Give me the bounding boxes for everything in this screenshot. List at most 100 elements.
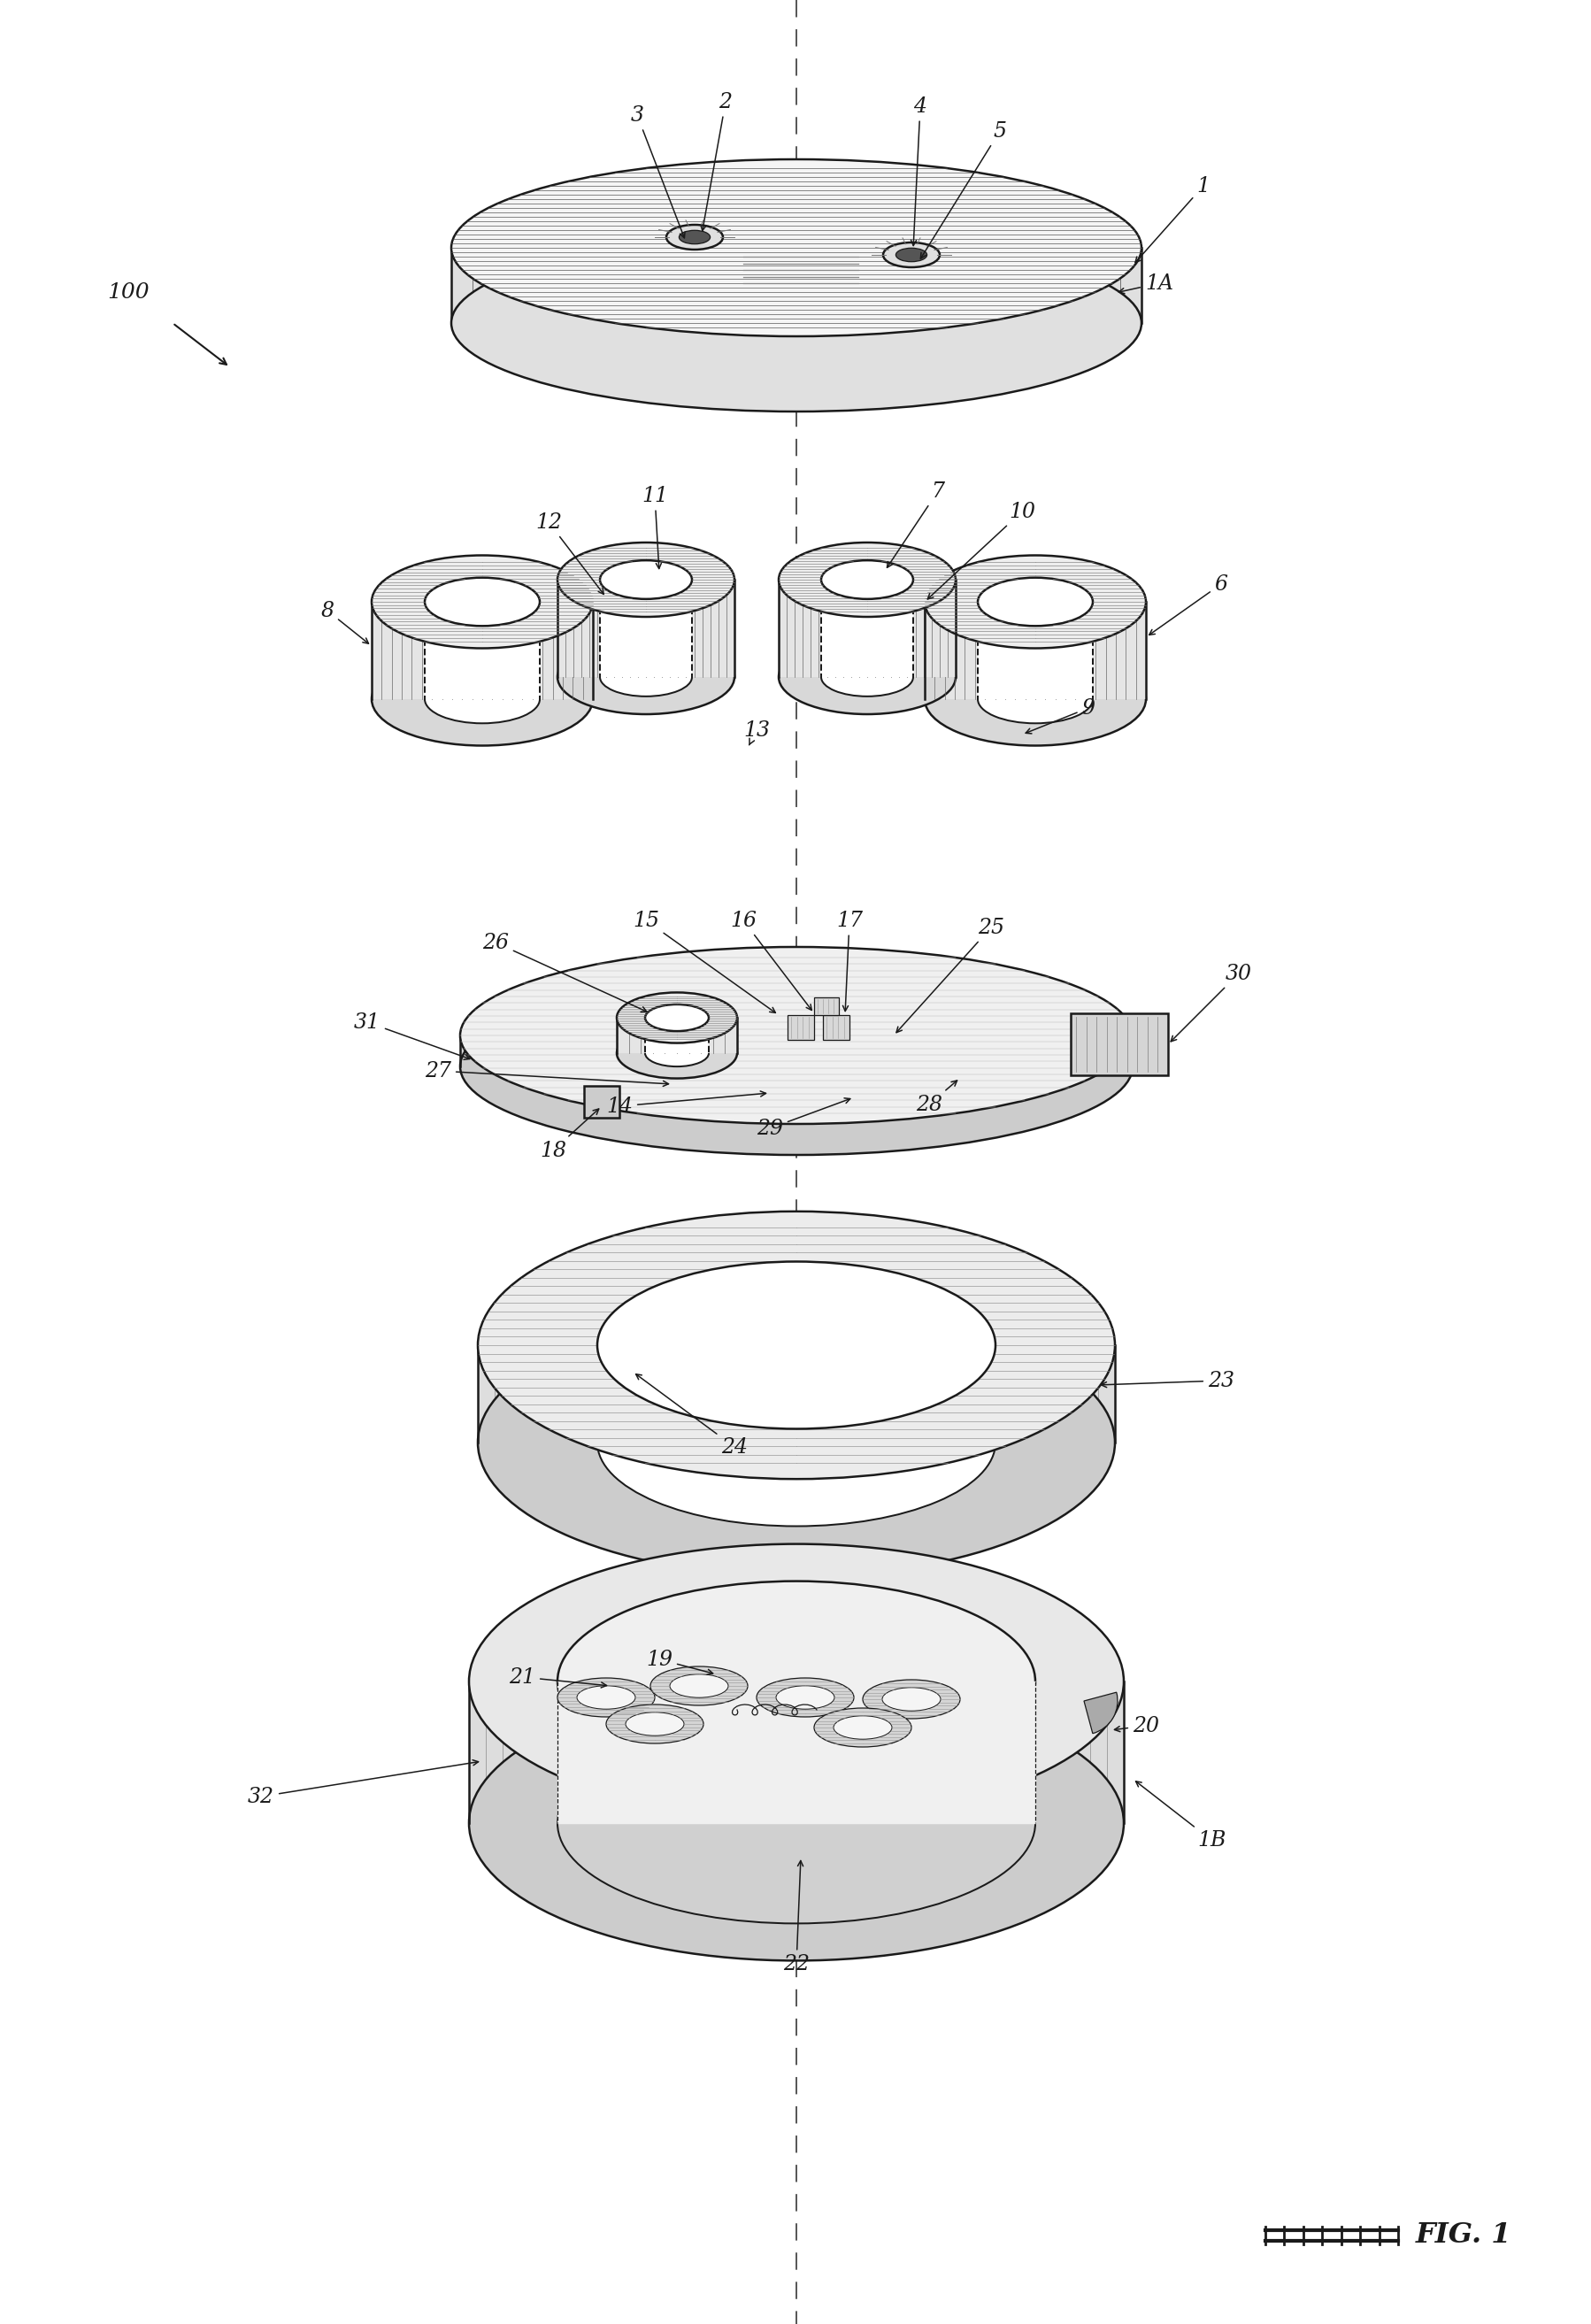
Text: 4: 4 — [912, 95, 928, 246]
Ellipse shape — [557, 541, 735, 616]
Ellipse shape — [617, 992, 737, 1043]
Ellipse shape — [597, 1360, 996, 1527]
Polygon shape — [600, 579, 692, 676]
Polygon shape — [460, 1037, 1133, 1067]
Ellipse shape — [815, 1708, 912, 1748]
Polygon shape — [557, 579, 735, 676]
Text: 11: 11 — [641, 486, 668, 569]
Ellipse shape — [862, 1680, 959, 1720]
Ellipse shape — [978, 674, 1093, 723]
Text: 26: 26 — [482, 932, 648, 1011]
Text: 2: 2 — [700, 91, 732, 230]
Text: FIG. 1: FIG. 1 — [1416, 2222, 1511, 2250]
Ellipse shape — [978, 579, 1093, 625]
Text: 32: 32 — [248, 1759, 479, 1806]
Bar — [815, 997, 838, 1016]
Ellipse shape — [557, 1678, 655, 1717]
Ellipse shape — [578, 1685, 635, 1708]
Text: 23: 23 — [1101, 1371, 1235, 1390]
Bar — [788, 1016, 815, 1039]
Ellipse shape — [600, 658, 692, 697]
Bar — [823, 1016, 850, 1039]
Text: 14: 14 — [606, 1090, 765, 1116]
Ellipse shape — [821, 658, 913, 697]
Text: 24: 24 — [636, 1373, 748, 1457]
Text: 1A: 1A — [1118, 272, 1173, 293]
Ellipse shape — [452, 235, 1141, 411]
Ellipse shape — [776, 1685, 834, 1708]
Text: 1: 1 — [1136, 177, 1211, 263]
Ellipse shape — [600, 560, 692, 600]
Polygon shape — [557, 1683, 1036, 1822]
Ellipse shape — [557, 1580, 1036, 1783]
Ellipse shape — [477, 1308, 1115, 1576]
Polygon shape — [617, 1018, 737, 1053]
Text: 17: 17 — [837, 911, 862, 1011]
Ellipse shape — [597, 1262, 996, 1429]
Ellipse shape — [469, 1543, 1123, 1820]
Text: 29: 29 — [757, 1099, 850, 1139]
Polygon shape — [469, 1683, 1123, 1822]
Ellipse shape — [924, 653, 1146, 746]
Text: 15: 15 — [633, 911, 775, 1013]
Ellipse shape — [372, 653, 593, 746]
Text: 16: 16 — [730, 911, 811, 1011]
Polygon shape — [452, 249, 1141, 323]
Ellipse shape — [834, 1715, 893, 1738]
Text: 25: 25 — [896, 918, 1004, 1032]
Polygon shape — [597, 1346, 996, 1443]
Text: 5: 5 — [921, 121, 1007, 258]
Polygon shape — [778, 579, 956, 676]
Ellipse shape — [372, 555, 593, 648]
Text: 18: 18 — [539, 1109, 598, 1160]
Text: 8: 8 — [321, 600, 369, 644]
Polygon shape — [924, 602, 1146, 700]
Ellipse shape — [821, 560, 913, 600]
Ellipse shape — [757, 1678, 854, 1717]
Text: 9: 9 — [1026, 697, 1095, 734]
Ellipse shape — [883, 1687, 940, 1710]
Ellipse shape — [778, 541, 956, 616]
Ellipse shape — [617, 1027, 737, 1078]
Ellipse shape — [625, 1713, 684, 1736]
Ellipse shape — [606, 1703, 703, 1743]
Ellipse shape — [425, 579, 539, 625]
Polygon shape — [821, 579, 913, 676]
Polygon shape — [644, 1018, 708, 1053]
Text: 10: 10 — [928, 502, 1036, 600]
Text: 19: 19 — [646, 1650, 713, 1676]
Ellipse shape — [644, 1004, 708, 1032]
Text: 1B: 1B — [1136, 1780, 1227, 1850]
Text: 20: 20 — [1114, 1715, 1160, 1736]
Ellipse shape — [651, 1666, 748, 1706]
Text: 7: 7 — [888, 481, 945, 567]
Ellipse shape — [924, 555, 1146, 648]
Ellipse shape — [469, 1685, 1123, 1961]
Polygon shape — [372, 602, 593, 700]
Text: 3: 3 — [630, 105, 686, 237]
Ellipse shape — [557, 1722, 1036, 1924]
Text: 6: 6 — [1149, 574, 1228, 634]
Polygon shape — [425, 602, 539, 700]
Ellipse shape — [670, 1673, 729, 1697]
Ellipse shape — [460, 978, 1133, 1155]
Ellipse shape — [460, 946, 1133, 1125]
Ellipse shape — [667, 225, 722, 249]
Text: 22: 22 — [783, 1862, 810, 1975]
Text: 30: 30 — [1171, 964, 1252, 1041]
Text: 100: 100 — [107, 281, 150, 302]
Text: 27: 27 — [425, 1060, 668, 1085]
Text: 31: 31 — [353, 1011, 469, 1060]
Text: 28: 28 — [916, 1081, 958, 1116]
Ellipse shape — [557, 639, 735, 713]
Wedge shape — [1083, 1692, 1117, 1734]
Ellipse shape — [477, 1211, 1115, 1478]
Ellipse shape — [452, 160, 1141, 337]
Ellipse shape — [425, 674, 539, 723]
Text: 12: 12 — [535, 511, 603, 595]
Ellipse shape — [883, 242, 940, 267]
Ellipse shape — [644, 1039, 708, 1067]
Polygon shape — [978, 602, 1093, 700]
Ellipse shape — [679, 230, 710, 244]
FancyBboxPatch shape — [1071, 1013, 1168, 1076]
